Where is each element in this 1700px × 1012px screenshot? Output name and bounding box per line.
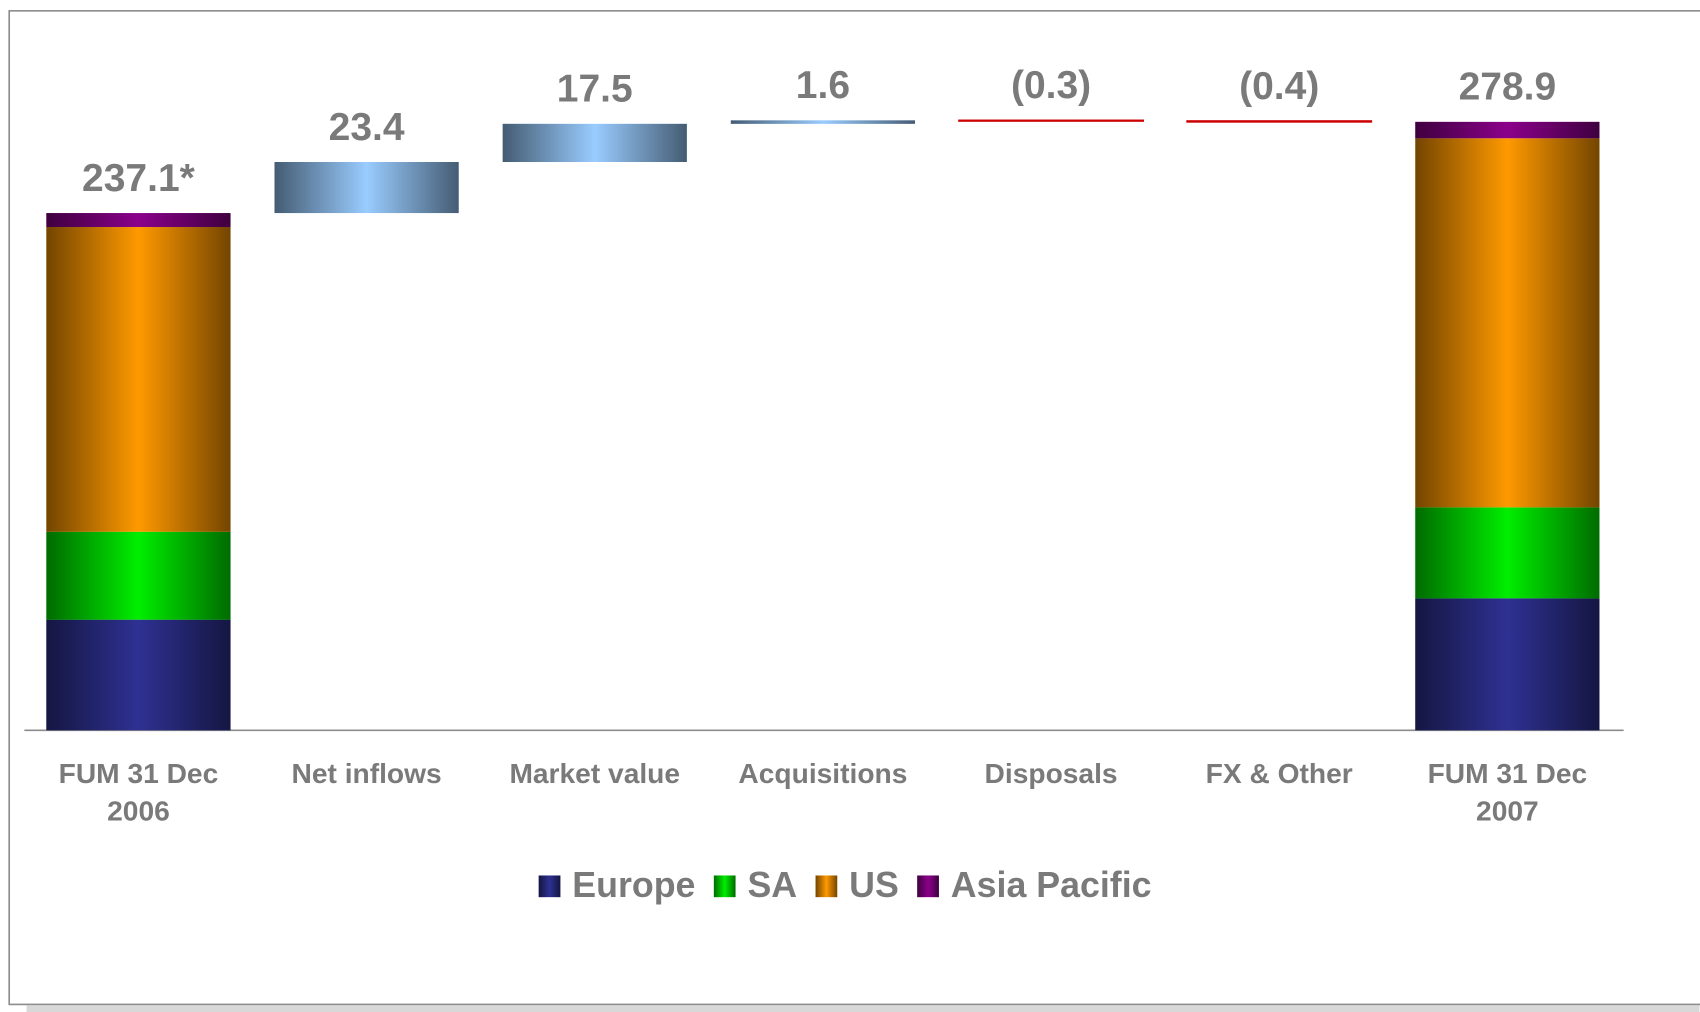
data-label: (0.3) xyxy=(1011,64,1091,107)
x-tick-label: Market value xyxy=(509,757,680,789)
step-bar xyxy=(274,162,459,214)
frame-shadow xyxy=(26,1005,1700,1012)
x-tick-label: Acquisitions xyxy=(738,757,907,789)
bar-segment xyxy=(1415,121,1600,139)
x-tick-label: FUM 31 Dec 2006 xyxy=(59,757,219,827)
legend-swatch-shade xyxy=(713,875,736,898)
bar-segment xyxy=(46,531,231,620)
bar-segment xyxy=(46,619,231,731)
data-label: 1.6 xyxy=(796,64,850,107)
bar-segment xyxy=(1415,507,1600,599)
legend-label: US xyxy=(849,865,899,905)
x-tick-label: Net inflows xyxy=(292,757,442,789)
data-label: (0.4) xyxy=(1239,65,1319,108)
bar-segment xyxy=(46,213,231,228)
bar-segment xyxy=(1415,598,1600,731)
bar-segment xyxy=(46,227,231,532)
legend-swatch-shade xyxy=(917,875,939,898)
x-tick-label: FX & Other xyxy=(1206,757,1353,789)
legend-swatch-shade xyxy=(538,875,561,898)
x-tick-label: FUM 31 Dec 2007 xyxy=(1428,757,1588,827)
step-bar xyxy=(730,120,916,124)
data-label: 278.9 xyxy=(1459,66,1557,109)
data-label: 17.5 xyxy=(557,68,633,111)
data-label: 237.1* xyxy=(82,157,196,200)
legend-swatch-shade xyxy=(815,875,838,898)
legend-label: SA xyxy=(747,865,797,905)
data-label: 23.4 xyxy=(329,106,405,149)
bar-segment xyxy=(1415,138,1600,508)
step-bar xyxy=(1186,120,1373,123)
step-bar xyxy=(958,119,1144,122)
x-tick-label: Disposals xyxy=(985,757,1118,789)
legend-label: Asia Pacific xyxy=(951,865,1152,905)
legend-label: Europe xyxy=(572,865,695,905)
step-bar xyxy=(502,123,687,163)
